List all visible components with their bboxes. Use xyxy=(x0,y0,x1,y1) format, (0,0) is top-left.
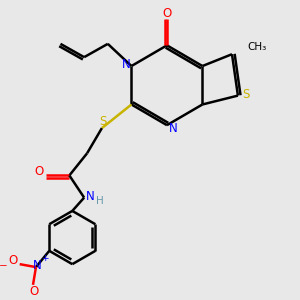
Text: N: N xyxy=(33,259,42,272)
Text: S: S xyxy=(100,115,107,128)
Text: O: O xyxy=(34,165,44,178)
Text: S: S xyxy=(242,88,250,100)
Text: O: O xyxy=(162,7,172,20)
Text: O: O xyxy=(30,285,39,298)
Text: +: + xyxy=(41,254,49,263)
Text: O: O xyxy=(9,254,18,267)
Text: N: N xyxy=(86,190,95,202)
Text: N: N xyxy=(122,58,130,71)
Text: H: H xyxy=(96,196,104,206)
Text: −: − xyxy=(0,261,8,271)
Text: CH₃: CH₃ xyxy=(248,42,267,52)
Text: N: N xyxy=(169,122,177,135)
